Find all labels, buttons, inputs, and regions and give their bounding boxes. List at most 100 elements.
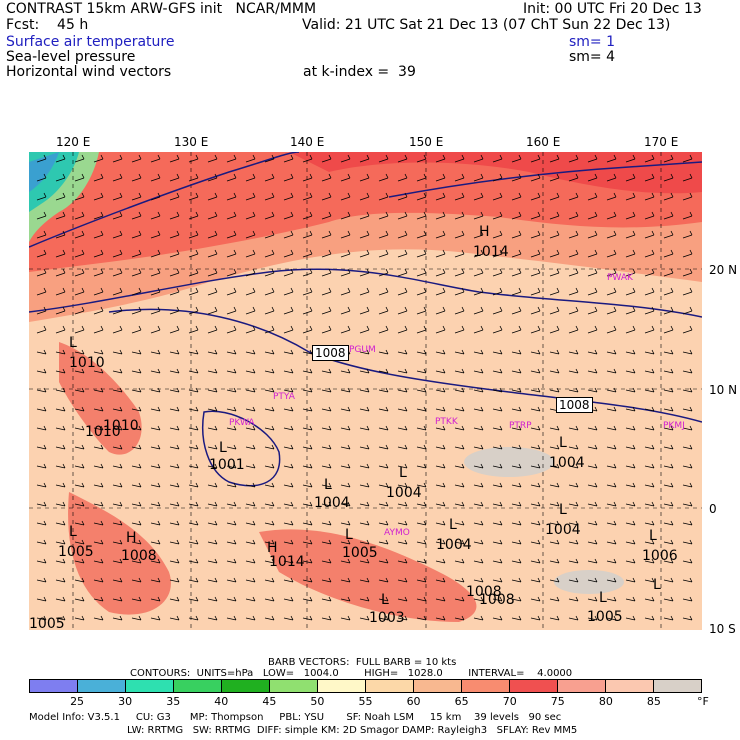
wind-barb: [568, 249, 579, 258]
wind-barb: [340, 325, 351, 334]
wind-barb: [283, 520, 294, 526]
wind-barb: [435, 577, 446, 583]
wind-barb: [245, 615, 256, 621]
wind-barb: [283, 615, 294, 621]
wind-barb: [150, 463, 161, 469]
wind-barb: [606, 482, 617, 488]
wind-barb: [340, 387, 351, 393]
wind-barb: [302, 615, 313, 621]
wind-barb: [226, 211, 237, 220]
wind-barb: [568, 173, 579, 182]
wind-barb: [606, 558, 617, 564]
wind-barb: [264, 268, 275, 277]
station-label: AYMO: [384, 528, 410, 538]
wind-barb: [625, 368, 636, 374]
wind-barb: [226, 325, 237, 334]
wind-barb: [283, 425, 294, 431]
wind-barb: [264, 325, 275, 334]
pressure-low: L: [449, 517, 457, 533]
wind-barb: [36, 577, 47, 583]
wind-barb: [625, 306, 636, 315]
wind-barb: [302, 211, 313, 220]
wind-barb: [568, 368, 579, 374]
wind-barb: [207, 425, 218, 431]
wind-barb: [226, 173, 237, 182]
wind-barb: [435, 306, 446, 315]
wind-barb: [549, 596, 560, 602]
wind-barb: [587, 368, 598, 374]
wind-barb: [416, 230, 427, 239]
wind-barb: [549, 211, 560, 220]
wind-barb: [587, 501, 598, 507]
wind-barb: [511, 520, 522, 526]
wind-barb: [397, 387, 408, 393]
wind-barb: [321, 192, 332, 201]
wind-barb: [55, 154, 66, 163]
lon-label-160: 160 E: [526, 135, 561, 149]
header-init: Init: 00 UTC Fri 20 Dec 13: [523, 1, 702, 17]
color-bar-swatch: [174, 680, 222, 692]
wind-barb: [226, 444, 237, 450]
wind-barb: [435, 249, 446, 258]
wind-barb: [587, 230, 598, 239]
wind-barb: [644, 444, 655, 450]
wind-barb: [397, 501, 408, 507]
pressure-low: L: [69, 335, 77, 351]
wind-barb: [682, 287, 693, 296]
wind-barb: [93, 463, 104, 469]
wind-barb: [492, 615, 503, 621]
wind-barb: [663, 558, 674, 564]
wind-barb: [568, 539, 579, 545]
wind-barb: [207, 482, 218, 488]
wind-barb: [511, 425, 522, 431]
wind-barb: [625, 577, 636, 583]
wind-barb: [511, 501, 522, 507]
wind-barb: [435, 520, 446, 526]
wind-barb: [321, 501, 332, 507]
wind-barb: [321, 154, 332, 163]
wind-barb: [74, 520, 85, 526]
wind-barb: [473, 192, 484, 201]
wind-barb: [397, 615, 408, 621]
wind-barb: [473, 501, 484, 507]
wind-barb: [473, 268, 484, 277]
wind-barb: [587, 482, 598, 488]
wind-barb: [454, 249, 465, 258]
wind-barb: [663, 249, 674, 258]
color-bar-swatch: [366, 680, 414, 692]
wind-barb: [435, 173, 446, 182]
wind-barb: [454, 558, 465, 564]
wind-barb: [397, 211, 408, 220]
wind-barb: [682, 268, 693, 277]
wind-barb: [625, 325, 636, 334]
wind-barb: [644, 425, 655, 431]
wind-barb: [454, 349, 465, 355]
wind-barb: [663, 387, 674, 393]
wind-barb: [359, 520, 370, 526]
wind-barb: [644, 192, 655, 201]
wind-barb: [150, 154, 161, 163]
wind-barb: [264, 211, 275, 220]
wind-barb: [340, 577, 351, 583]
wind-barb: [245, 325, 256, 334]
wind-barb: [150, 501, 161, 507]
wind-barb: [492, 558, 503, 564]
wind-barb: [682, 615, 693, 621]
color-bar-swatch: [462, 680, 510, 692]
pressure-high: H: [479, 224, 490, 240]
wind-barb: [397, 463, 408, 469]
wind-barb: [55, 387, 66, 393]
wind-barb: [644, 268, 655, 277]
wind-barb: [549, 230, 560, 239]
wind-barb: [245, 268, 256, 277]
wind-barb: [340, 268, 351, 277]
wind-barb: [188, 444, 199, 450]
wind-barb: [245, 425, 256, 431]
wind-barb: [36, 615, 47, 621]
wind-barb: [226, 501, 237, 507]
wind-barb: [302, 520, 313, 526]
wind-barb: [663, 287, 674, 296]
wind-barb: [207, 268, 218, 277]
wind-barb: [150, 230, 161, 239]
wind-barb: [625, 349, 636, 355]
